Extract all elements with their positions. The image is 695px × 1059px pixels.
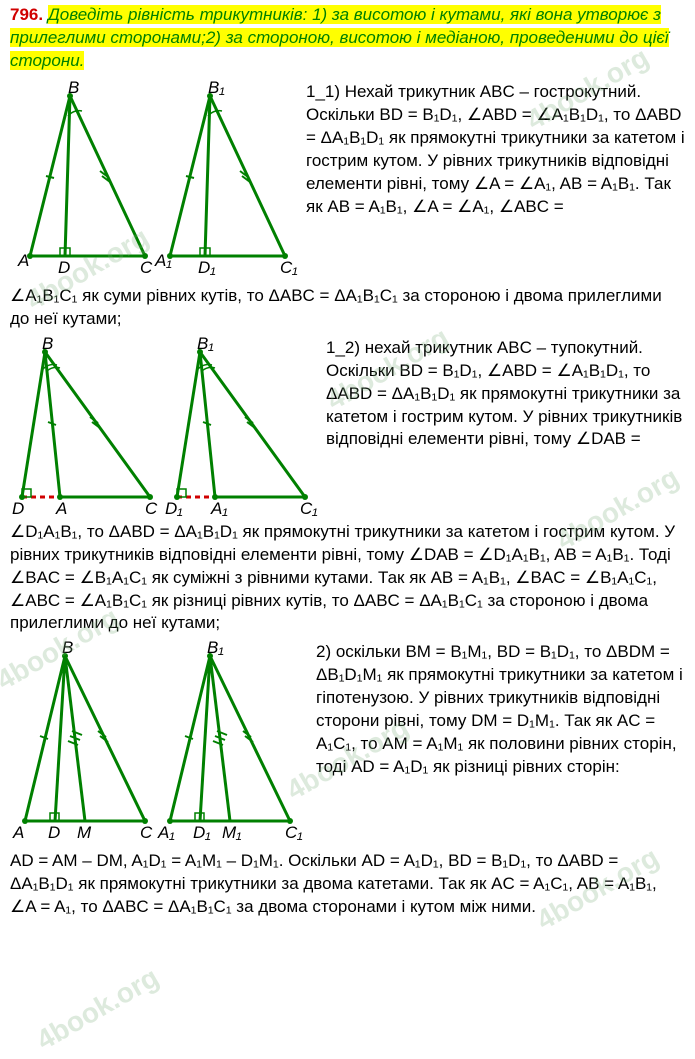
label-M: M	[77, 823, 92, 842]
label-A1: A₁	[154, 251, 172, 270]
label-C1: C₁	[285, 823, 303, 842]
label-D1: D₁	[165, 499, 183, 517]
triangle-diagram-2: A B C D M A₁ B₁ C₁ D	[10, 641, 310, 846]
label-C1: C₁	[300, 499, 318, 517]
triangle-diagram-1-1: A B C D A₁ B₁ C₁ D₁	[10, 81, 300, 281]
label-B: B	[68, 81, 79, 97]
label-C1: C₁	[280, 258, 298, 277]
label-D: D	[12, 499, 24, 517]
label-D: D	[48, 823, 60, 842]
solution-text-1-1: 1_1) Нехай трикутник ABC – гострокутний.…	[300, 81, 685, 281]
triangle-diagram-1-2: A B C D A₁ B₁ C₁ D₁	[10, 337, 320, 517]
label-A: A	[55, 499, 67, 517]
problem-text: Доведіть рівність трикутників: 1) за вис…	[10, 5, 669, 70]
section-1-1: A B C D A₁ B₁ C₁ D₁ 1_1) Нехай трикутник…	[10, 81, 685, 281]
figure-1-1: A B C D A₁ B₁ C₁ D₁	[10, 81, 300, 281]
figure-1-2: A B C D A₁ B₁ C₁ D₁	[10, 337, 320, 517]
label-M1: M₁	[222, 823, 242, 842]
solution-cont-2: AD = AM – DM, A₁D₁ = A₁M₁ – D₁M₁. Оскіль…	[10, 850, 685, 919]
solution-text-2: 2) оскільки BM = B₁M₁, BD = B₁D₁, то ΔBD…	[310, 641, 685, 846]
label-D: D	[58, 258, 70, 277]
label-A1: A₁	[210, 499, 228, 517]
label-C: C	[140, 258, 153, 277]
label-A1: A₁	[157, 823, 175, 842]
label-B1: B₁	[208, 81, 225, 97]
label-B1: B₁	[207, 641, 224, 657]
figure-2: A B C D M A₁ B₁ C₁ D	[10, 641, 310, 846]
label-B: B	[62, 641, 73, 657]
label-A: A	[17, 251, 29, 270]
solution-text-1-2: 1_2) нехай трикутник ABC – тупокутний. О…	[320, 337, 685, 517]
section-2: A B C D M A₁ B₁ C₁ D	[10, 641, 685, 846]
solution-cont-1-2: ∠D₁A₁B₁, то ΔABD = ΔA₁B₁D₁ як прямокутні…	[10, 521, 685, 636]
problem-header: 796. Доведіть рівність трикутників: 1) з…	[10, 4, 685, 73]
label-A: A	[12, 823, 24, 842]
label-C: C	[140, 823, 153, 842]
label-C: C	[145, 499, 158, 517]
problem-number: 796.	[10, 5, 43, 24]
label-D1: D₁	[193, 823, 211, 842]
watermark: 4book.org	[30, 959, 166, 1059]
label-B1: B₁	[197, 337, 214, 353]
section-1-2: A B C D A₁ B₁ C₁ D₁	[10, 337, 685, 517]
solution-cont-1-1: ∠A₁B₁C₁ як суми рівних кутів, то ΔABC = …	[10, 285, 685, 331]
label-D1: D₁	[198, 258, 216, 277]
label-B: B	[42, 337, 53, 353]
